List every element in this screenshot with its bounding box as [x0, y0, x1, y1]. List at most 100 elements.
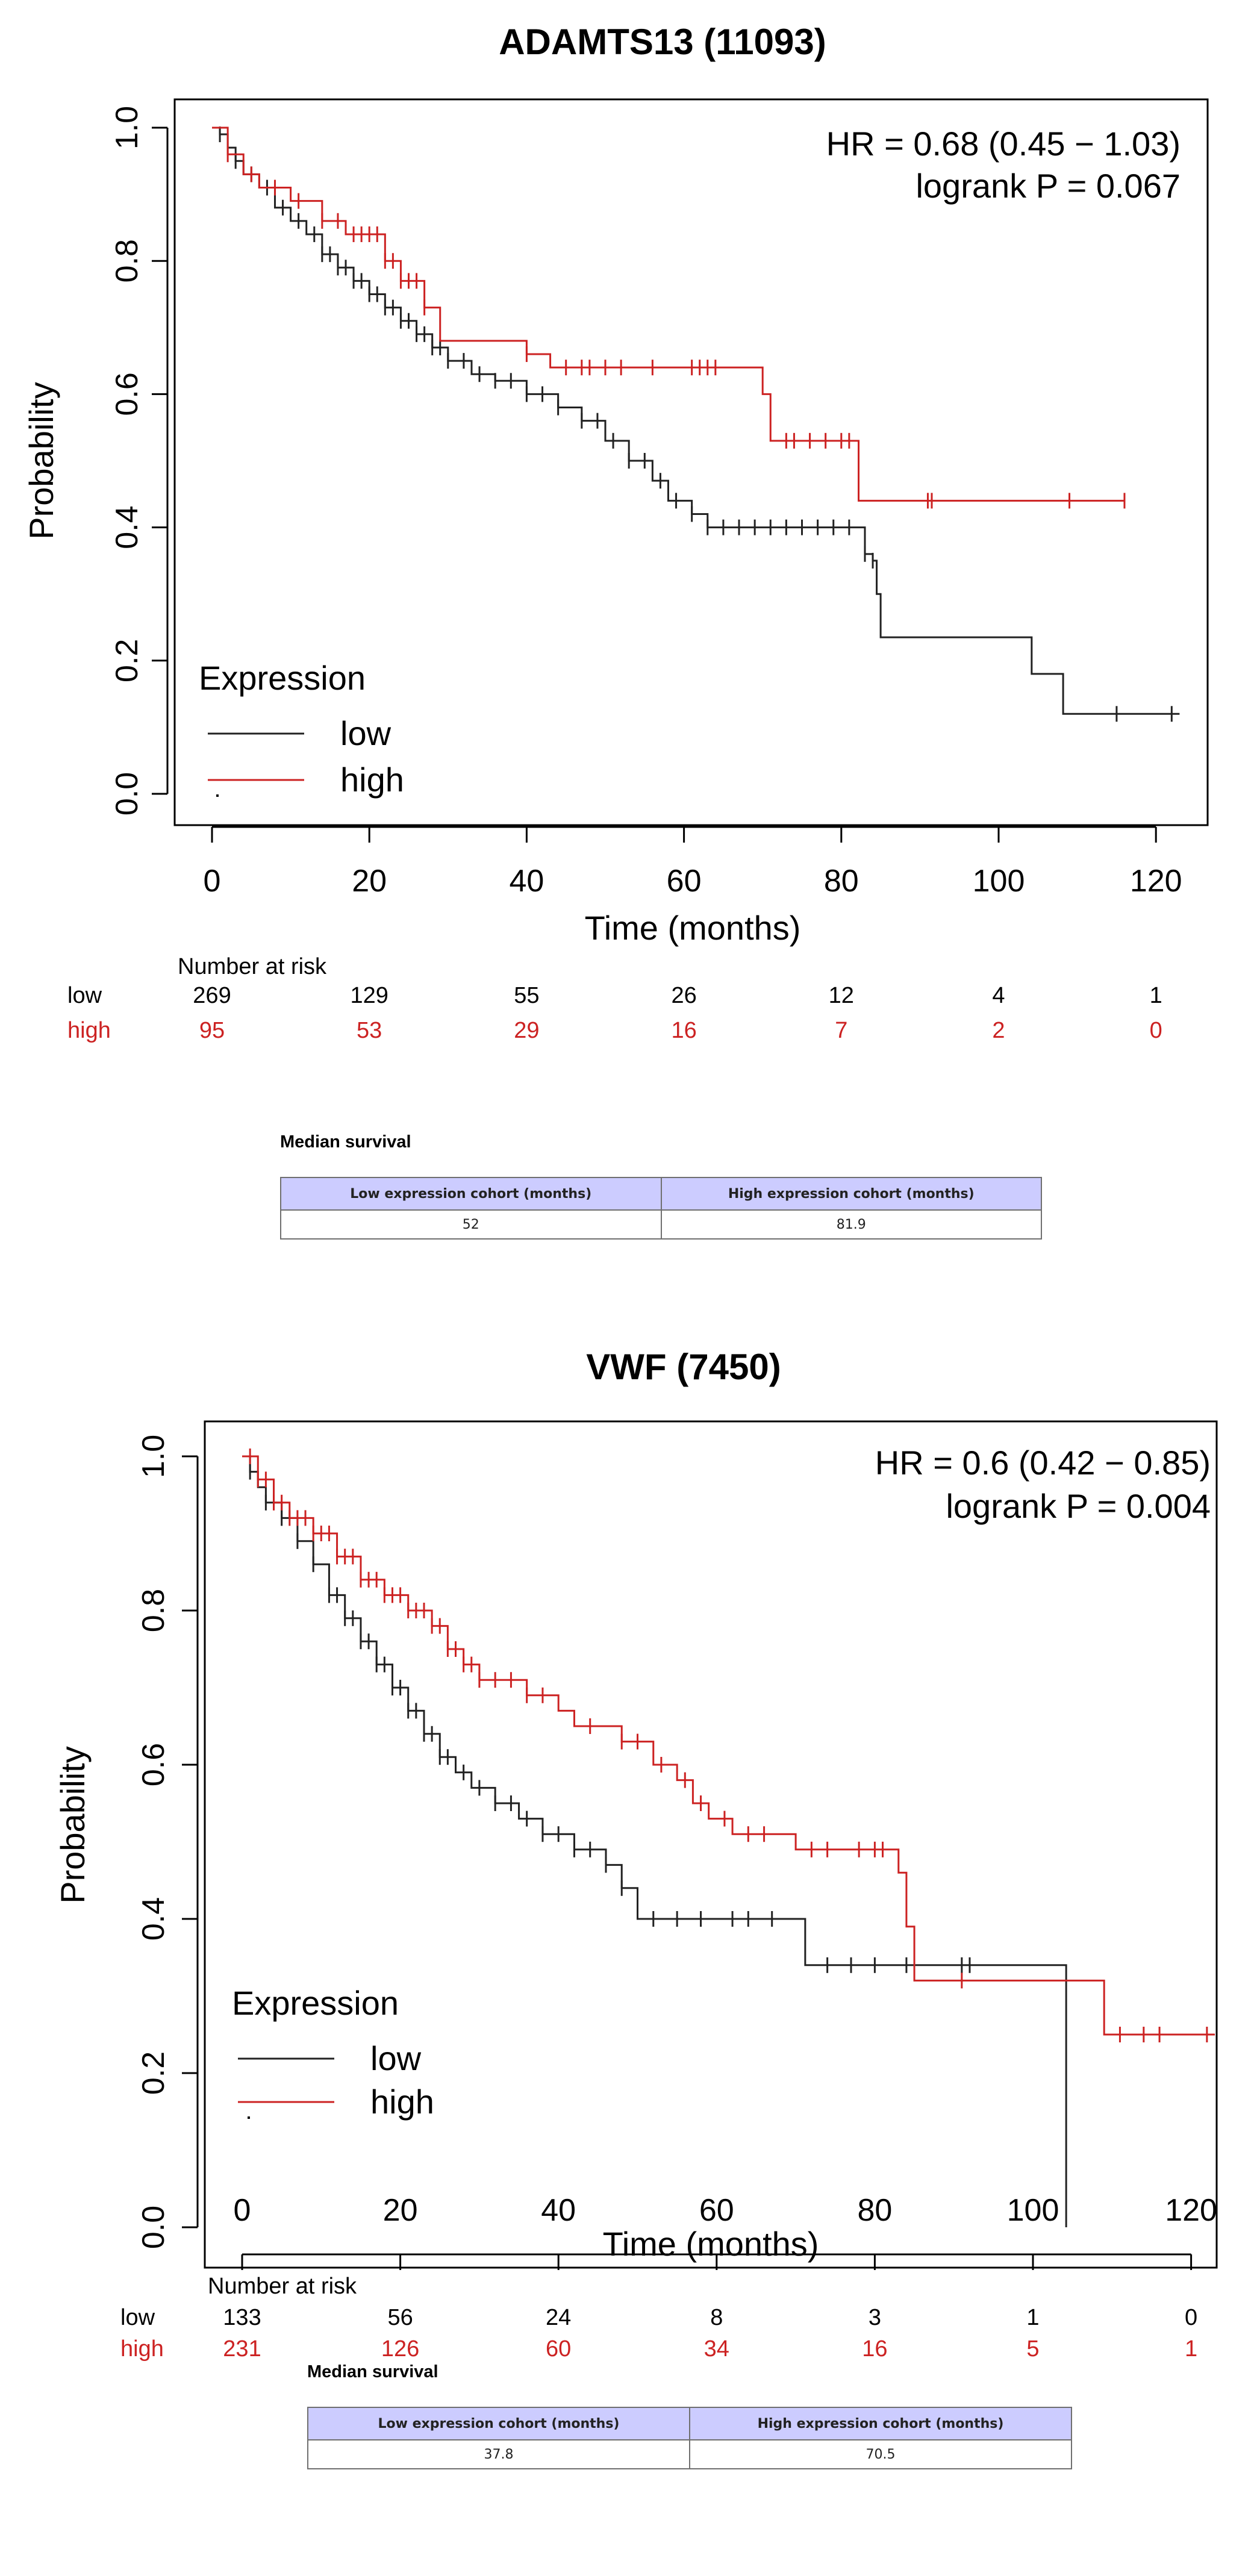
risk-value: 1 — [1150, 983, 1162, 1008]
y-axis: 0.0 0.2 0.4 0.6 0.8 1.0 — [110, 106, 169, 816]
risk-row-label-low: low — [120, 2305, 155, 2330]
risk-value: 1 — [1185, 2336, 1197, 2362]
x-tick-label: 20 — [383, 2193, 418, 2228]
median-survival-title: Median survival — [307, 2362, 438, 2381]
x-tick-label: 100 — [1007, 2193, 1059, 2228]
x-tick-label: 0 — [204, 864, 221, 899]
logrank-p-text: logrank P = 0.067 — [916, 167, 1181, 205]
risk-value: 2 — [992, 1018, 1005, 1043]
risk-value: 126 — [381, 2336, 419, 2362]
legend: Expression low high — [232, 1984, 434, 2121]
chart-title: ADAMTS13 (11093) — [499, 22, 826, 62]
risk-value: 0 — [1150, 1018, 1162, 1043]
risk-value: 4 — [992, 983, 1005, 1008]
risk-table: low 133 56 24 8 3 1 0 high 231 126 60 34 16 5 1 — [120, 2305, 1197, 2362]
legend-title: Expression — [232, 1984, 399, 2022]
y-tick-label: 0.4 — [136, 1897, 171, 1941]
risk-value: 269 — [193, 983, 231, 1008]
median-header-high: High expression cohort (months) — [689, 2407, 1072, 2440]
median-value-high: 70.5 — [689, 2439, 1072, 2469]
risk-value: 60 — [546, 2336, 571, 2362]
median-value-row: 52 81.9 — [280, 1209, 1042, 1240]
legend-label-high: high — [370, 2083, 434, 2121]
logrank-p-text: logrank P = 0.004 — [946, 1487, 1211, 1525]
risk-row-label-high: high — [120, 2336, 164, 2362]
y-tick-label: 0.4 — [110, 505, 145, 549]
y-tick-label: 0.8 — [136, 1589, 171, 1632]
x-axis-label: Time (months) — [603, 2225, 819, 2263]
y-tick-label: 0.2 — [136, 2051, 171, 2095]
y-tick-label: 0.2 — [110, 639, 145, 682]
legend-dot — [216, 794, 219, 797]
risk-value: 24 — [546, 2305, 571, 2330]
risk-value: 29 — [514, 1018, 539, 1043]
median-value-row: 37.8 70.5 — [307, 2439, 1072, 2469]
x-axis: 0 20 40 60 80 100 120 — [204, 826, 1182, 899]
km-curve-low — [242, 1455, 1067, 2227]
legend-title: Expression — [199, 659, 366, 697]
x-tick-label: 60 — [699, 2193, 734, 2228]
median-header-row: Low expression cohort (months) High expr… — [307, 2407, 1072, 2440]
x-tick-label: 120 — [1130, 864, 1182, 899]
risk-value: 16 — [671, 1018, 696, 1043]
plot-frame — [173, 98, 1209, 826]
median-value-low: 37.8 — [307, 2439, 690, 2469]
risk-value: 95 — [199, 1018, 225, 1043]
km-curve-low — [212, 126, 1180, 715]
y-axis-label: Probability — [54, 1746, 92, 1903]
series-curves — [212, 126, 1180, 722]
hazard-ratio-text: HR = 0.6 (0.42 − 0.85) — [875, 1444, 1211, 1482]
median-header-low: Low expression cohort (months) — [307, 2407, 690, 2440]
y-tick-label: 0.0 — [110, 772, 145, 816]
risk-value: 12 — [829, 983, 854, 1008]
legend-label-low: low — [340, 714, 391, 752]
median-header-high: High expression cohort (months) — [660, 1177, 1042, 1211]
hazard-ratio-text: HR = 0.68 (0.45 − 1.03) — [826, 125, 1181, 163]
series-curves — [242, 1449, 1215, 2227]
risk-value: 53 — [357, 1018, 382, 1043]
median-header-low: Low expression cohort (months) — [280, 1177, 662, 1211]
y-tick-label: 0.6 — [136, 1743, 171, 1786]
risk-value: 56 — [387, 2305, 413, 2330]
risk-value: 5 — [1026, 2336, 1039, 2362]
risk-value: 34 — [704, 2336, 729, 2362]
x-axis-label: Time (months) — [585, 909, 801, 947]
median-value-low: 52 — [280, 1209, 662, 1240]
risk-value: 16 — [862, 2336, 887, 2362]
x-tick-label: 20 — [352, 864, 387, 899]
risk-value: 133 — [223, 2305, 261, 2330]
risk-value: 1 — [1026, 2305, 1039, 2330]
median-survival-table: Low expression cohort (months) High expr… — [307, 2407, 1072, 2469]
median-value-high: 81.9 — [660, 1209, 1042, 1240]
y-axis-label: Probability — [22, 382, 60, 539]
y-tick-label: 1.0 — [136, 1435, 171, 1478]
risk-value: 231 — [223, 2336, 261, 2362]
x-tick-label: 120 — [1165, 2193, 1217, 2228]
median-header-row: Low expression cohort (months) High expr… — [280, 1177, 1042, 1211]
x-axis: 0 20 40 60 80 100 120 — [234, 2193, 1217, 2270]
y-tick-label: 0.0 — [136, 2206, 171, 2249]
y-tick-label: 1.0 — [110, 106, 145, 149]
x-tick-label: 80 — [824, 864, 859, 899]
median-survival-table: Low expression cohort (months) High expr… — [280, 1177, 1042, 1240]
km-chart-vwf: VWF (7450) 0.00.20.40.60.81.0 0 20 40 60 80 1… — [54, 1347, 1218, 2362]
legend-label-low: low — [370, 2039, 422, 2077]
risk-row-label-low: low — [67, 983, 102, 1008]
risk-table-title: Number at risk — [178, 954, 327, 979]
risk-value: 129 — [350, 983, 388, 1008]
km-curve-high — [212, 126, 1125, 502]
x-tick-label: 100 — [973, 864, 1025, 899]
risk-value: 55 — [514, 983, 539, 1008]
median-survival-title: Median survival — [280, 1132, 411, 1152]
y-axis: 0.0 0.2 0.4 0.6 0.8 1.0 — [136, 1435, 199, 2249]
risk-value: 26 — [671, 983, 696, 1008]
risk-value: 8 — [710, 2305, 723, 2330]
x-tick-label: 0 — [234, 2193, 251, 2228]
km-curve-high — [242, 1455, 1215, 2036]
risk-value: 7 — [835, 1018, 847, 1043]
risk-table-title: Number at risk — [208, 2274, 357, 2299]
y-tick-label: 0.8 — [110, 239, 145, 282]
x-tick-label: 80 — [857, 2193, 892, 2228]
risk-table: low 269 129 55 26 12 4 1 high 95 53 29 16 7 2 0 — [67, 983, 1162, 1043]
legend: Expression low high — [199, 659, 404, 799]
